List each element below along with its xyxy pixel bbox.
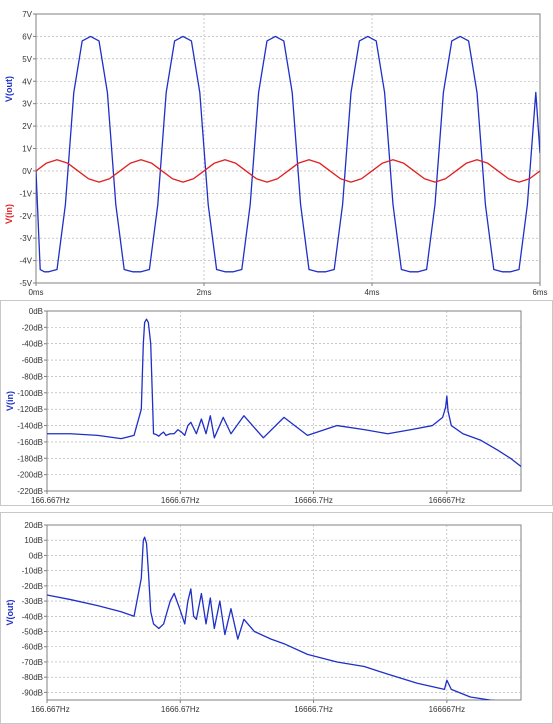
transient-x-tick-label: 6ms	[532, 288, 547, 297]
transient-ylabel: V(out)	[4, 76, 14, 102]
input-spectrum-x-tick-label: 166.667Hz	[31, 496, 70, 505]
input-spectrum-y-tick-label: -160dB	[17, 438, 43, 447]
output-spectrum-y-tick-label: -10dB	[22, 567, 43, 576]
output-spectrum-chart-panel: 20dB 10dB 0dB -10dB -20dB -30dB -40dB -50dB -60d…	[0, 512, 553, 724]
transient-x-tick-label: 2ms	[196, 288, 211, 297]
output-spectrum-ylabel: V(out)	[5, 600, 15, 626]
output-spectrum-series-v-out	[47, 536, 497, 700]
input-spectrum-y-tick-label: -80dB	[22, 372, 43, 381]
input-spectrum-y-tick-label: -180dB	[17, 454, 43, 463]
transient-y-tick-label: 4V	[22, 77, 32, 86]
input-spectrum-x-tick-label: 166667Hz	[429, 496, 465, 505]
input-spectrum-y-tick-label: -20dB	[22, 323, 43, 332]
input-spectrum-x-tick-label: 1666.67Hz	[161, 496, 200, 505]
output-spectrum-y-tick-label: -40dB	[22, 612, 43, 621]
output-spectrum-x-tick-label: 1666.67Hz	[161, 705, 200, 714]
transient-x-tick-label: 4ms	[364, 288, 379, 297]
output-spectrum-chart: 20dB 10dB 0dB -10dB -20dB -30dB -40dB -50dB -60d…	[5, 521, 522, 714]
input-spectrum-y-tick-label: -100dB	[17, 389, 43, 398]
output-spectrum-y-tick-label: -90dB	[22, 688, 43, 697]
input-spectrum-y-tick-label: -60dB	[22, 356, 43, 365]
output-spectrum-y-tick-label: -30dB	[22, 597, 43, 606]
output-spectrum-y-tick-label: -50dB	[22, 628, 43, 637]
transient-chart-panel: 7V 6V 5V 4V 3V 2V 1V 0V -1V -2V -3V -4V -5V 0ms 2ms 4ms…	[0, 0, 553, 298]
output-spectrum-y-tick-label: -60dB	[22, 643, 43, 652]
output-spectrum-x-tick-label: 166.667Hz	[31, 705, 70, 714]
transient-y-tick-label: 3V	[22, 100, 32, 109]
input-spectrum-y-tick-label: -40dB	[22, 340, 43, 349]
transient-y-tick-label: 5V	[22, 55, 32, 64]
input-spectrum-chart-panel: 0dB -20dB -40dB -60dB -80dB -100dB -120dB -140d…	[0, 300, 553, 506]
transient-y-tick-label: -5V	[20, 279, 33, 288]
input-spectrum-chart: 0dB -20dB -40dB -60dB -80dB -100dB -120dB -140d…	[5, 307, 522, 505]
transient-y-tick-label: -4V	[20, 257, 33, 266]
input-spectrum-y-tick-label: -200dB	[17, 471, 43, 480]
input-spectrum-ylabel: V(in)	[5, 391, 15, 411]
transient-y-tick-label: 1V	[22, 145, 32, 154]
transient-y-tick-label: 6V	[22, 32, 32, 41]
input-spectrum-plot-area	[46, 310, 522, 492]
transient-y-tick-label: -2V	[20, 212, 33, 221]
input-spectrum-x-tick-label: 16666.7Hz	[294, 496, 333, 505]
output-spectrum-y-tick-label: 10dB	[24, 536, 43, 545]
transient-ylabel-secondary: V(in)	[4, 204, 14, 224]
transient-series-v-in	[36, 159, 540, 183]
output-spectrum-y-tick-label: 0dB	[29, 551, 43, 560]
transient-y-tick-label: -3V	[20, 234, 33, 243]
transient-y-tick-label: 2V	[22, 122, 32, 131]
transient-y-tick-label: -1V	[20, 189, 33, 198]
output-spectrum-y-tick-label: -80dB	[22, 673, 43, 682]
transient-x-tick-label: 0ms	[28, 288, 43, 297]
output-spectrum-x-tick-label: 16666.7Hz	[294, 705, 333, 714]
transient-series-v-out	[36, 35, 540, 273]
transient-y-tick-label: 0V	[22, 167, 32, 176]
output-spectrum-y-tick-label: 20dB	[24, 521, 43, 530]
input-spectrum-series-v-in	[47, 318, 521, 467]
input-spectrum-y-tick-label: 0dB	[29, 307, 43, 316]
input-spectrum-y-tick-label: -140dB	[17, 422, 43, 431]
transient-y-tick-label: 7V	[22, 10, 32, 19]
input-spectrum-y-tick-label: -120dB	[17, 405, 43, 414]
input-spectrum-y-tick-label: -220dB	[17, 487, 43, 496]
output-spectrum-y-tick-label: -70dB	[22, 658, 43, 667]
output-spectrum-y-tick-label: -20dB	[22, 582, 43, 591]
output-spectrum-x-tick-label: 166667Hz	[429, 705, 465, 714]
output-spectrum-plot-area	[46, 524, 522, 701]
